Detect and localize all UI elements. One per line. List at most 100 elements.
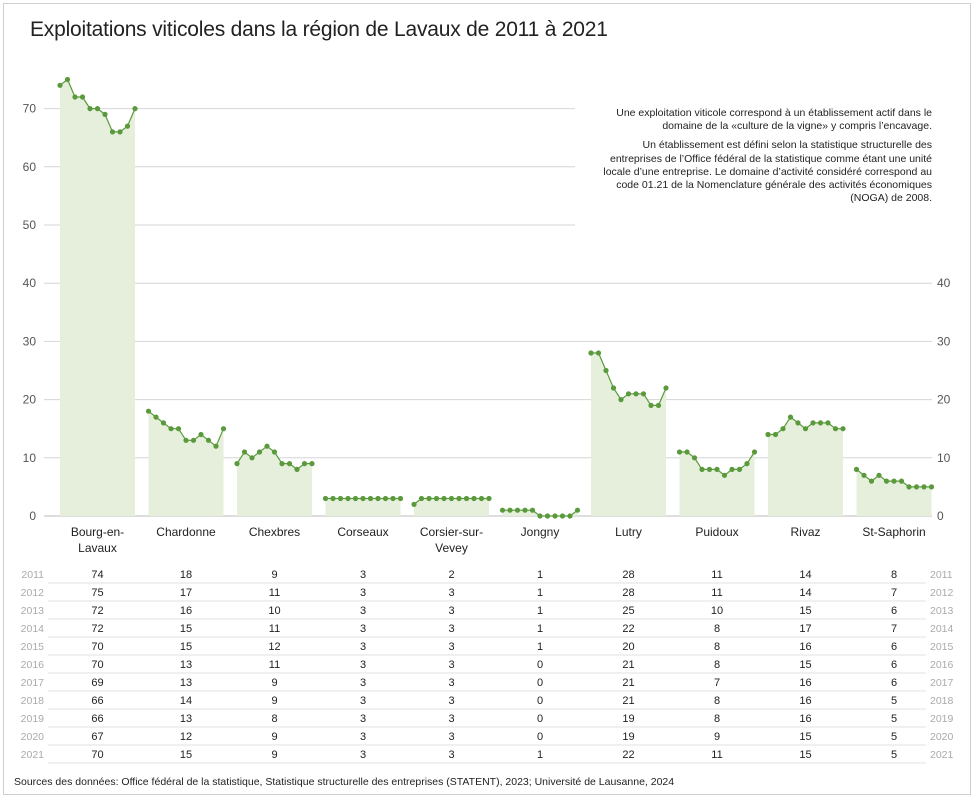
table-cell: 0 (537, 695, 543, 707)
data-point (772, 431, 779, 438)
data-point (213, 443, 219, 449)
table-cell: 66 (91, 695, 103, 707)
table-year-right: 2019 (930, 713, 954, 725)
note-definition: Une exploitation viticole correspond à u… (616, 107, 932, 133)
data-point (87, 106, 93, 112)
table-year-right: 2021 (930, 749, 954, 761)
table-cell: 15 (799, 659, 811, 671)
table-cell: 17 (799, 623, 811, 635)
data-point (603, 367, 609, 374)
data-point (610, 385, 617, 391)
category-label-line: Corsier-sur- (420, 525, 483, 539)
data-point (249, 455, 255, 461)
data-point (751, 449, 758, 455)
data-point (729, 466, 735, 472)
data-point (375, 495, 381, 502)
table-cell: 8 (714, 659, 720, 671)
data-point (544, 513, 551, 519)
data-point (898, 478, 905, 484)
table-cell: 3 (448, 731, 454, 743)
table-cell: 72 (91, 605, 103, 617)
data-point (478, 495, 485, 502)
table-cell: 1 (537, 749, 543, 761)
series-area (237, 446, 312, 516)
data-point (765, 431, 771, 438)
table-cell: 13 (180, 659, 192, 671)
data-point (205, 437, 212, 443)
table-cell: 67 (91, 731, 103, 743)
category-labels: Bourg-en- Lavaux Chardonne Chexbres Corseaux… (71, 525, 926, 555)
data-point (552, 513, 558, 519)
data-point (382, 495, 389, 502)
table-cell: 8 (714, 641, 720, 653)
table-cell: 3 (360, 623, 366, 635)
data-point (853, 466, 860, 472)
table-cell: 69 (91, 677, 103, 689)
table-year-left: 2014 (21, 623, 45, 635)
data-point (559, 513, 566, 519)
chart-frame (3, 3, 971, 795)
table-cell: 3 (448, 605, 454, 617)
data-point (463, 495, 470, 502)
data-point (499, 507, 506, 513)
data-point (309, 461, 315, 467)
table-year-left: 2012 (21, 587, 45, 599)
data-point (390, 495, 396, 502)
data-point (64, 76, 71, 83)
category-label-line: St-Saphorin (862, 525, 925, 539)
table-year-left: 2013 (21, 605, 45, 617)
data-point (471, 495, 477, 502)
data-point (655, 402, 662, 408)
category-label-line: Rivaz (790, 525, 820, 539)
table-year-right: 2012 (930, 587, 954, 599)
y-tick-label-right: 0 (937, 509, 944, 523)
table-cell: 15 (799, 731, 811, 743)
data-point (787, 414, 794, 420)
table-cell: 3 (448, 713, 454, 725)
y-tick-label-left: 20 (23, 393, 37, 407)
table-cell: 14 (180, 695, 192, 707)
table-cell: 21 (622, 695, 634, 707)
table-cell: 3 (448, 677, 454, 689)
y-tick-label-left: 70 (23, 102, 37, 116)
table-cell: 3 (448, 659, 454, 671)
category-label: Chardonne (156, 525, 216, 539)
category-label-line: Chardonne (156, 525, 216, 539)
table-year-left: 2011 (21, 569, 44, 581)
data-point (868, 478, 875, 484)
table-cell: 15 (180, 641, 192, 653)
table-year-left: 2015 (21, 641, 45, 653)
category-label-line: Lutry (615, 525, 642, 539)
data-point (102, 111, 108, 117)
category-label: Rivaz (790, 525, 820, 539)
category-label-line: Lavaux (78, 541, 117, 555)
y-tick-label-left: 0 (29, 509, 36, 523)
series-area (591, 353, 666, 516)
data-point (448, 495, 455, 502)
y-tick-label-left: 60 (23, 160, 37, 174)
table-cell: 11 (269, 587, 280, 599)
table-cell: 8 (714, 623, 720, 635)
data-point (337, 495, 344, 502)
table-cell: 7 (714, 677, 720, 689)
source-note: Sources des données: Office fédéral de l… (14, 776, 675, 788)
data-point (883, 478, 890, 484)
table-cell: 70 (91, 659, 103, 671)
data-point (802, 426, 809, 432)
table-cell: 3 (360, 659, 366, 671)
data-point (132, 106, 138, 112)
data-point (256, 449, 263, 455)
y-tick-label-right: 20 (937, 393, 951, 407)
data-point (736, 466, 743, 472)
category-label: Chexbres (249, 525, 300, 539)
table-cell: 9 (271, 749, 277, 761)
category-label-line: Jongny (521, 525, 560, 539)
data-point (714, 466, 720, 472)
table-cell: 21 (622, 659, 634, 671)
table-cell: 22 (622, 623, 634, 635)
y-tick-label-right: 30 (937, 334, 951, 348)
table-cell: 74 (91, 569, 103, 581)
table-cell: 16 (799, 677, 811, 689)
table-cell: 25 (622, 605, 634, 617)
